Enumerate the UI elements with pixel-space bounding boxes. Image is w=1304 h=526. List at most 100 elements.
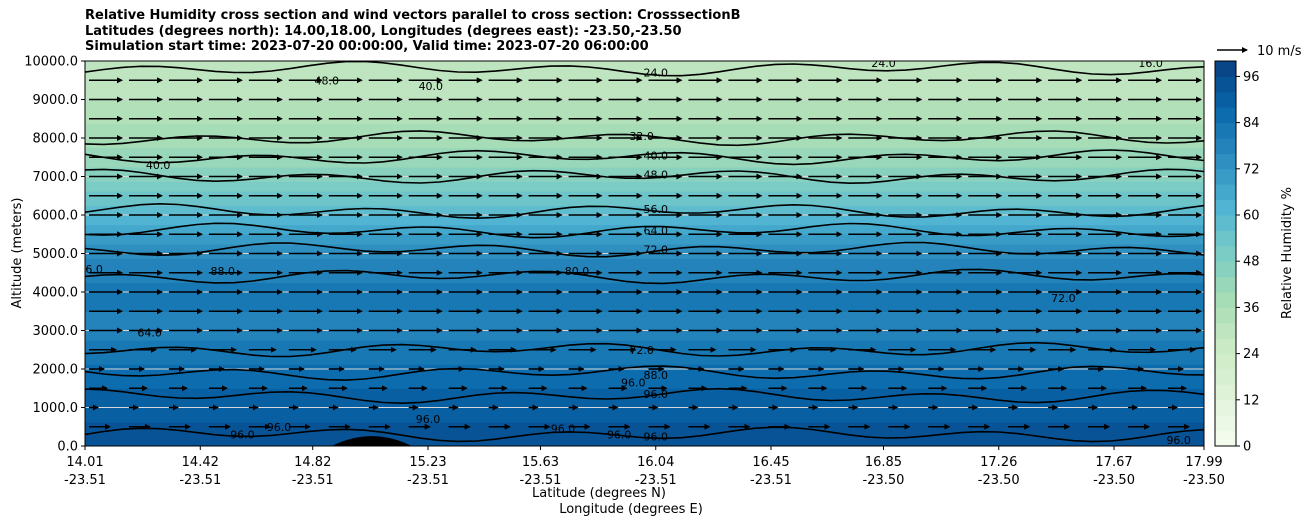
x-tick-label-lon: -23.50 — [1183, 473, 1225, 488]
terrain-peak — [331, 436, 412, 446]
humidity-band — [85, 282, 1204, 288]
colorbar-segment — [1215, 138, 1236, 154]
x-axis: 14.01 -23.51 14.42 -23.51 14.82 -23.51 15.23 -2… — [64, 446, 1225, 488]
humidity-band — [85, 224, 1204, 231]
humidity-band — [85, 263, 1204, 269]
humidity-band — [85, 292, 1204, 298]
humidity-band — [85, 349, 1204, 356]
colorbar-segment — [1215, 384, 1236, 401]
contour-label: 96.0 — [621, 376, 646, 389]
humidity-band — [85, 287, 1204, 293]
humidity-band — [85, 378, 1204, 385]
humidity-band — [85, 75, 1204, 81]
contour-line — [85, 130, 1204, 147]
humidity-band — [85, 359, 1204, 365]
contour-label: 40.0 — [146, 159, 171, 172]
x-tick-label-lat: 14.82 — [294, 455, 331, 470]
contour-label: 72.0 — [643, 244, 668, 257]
humidity-band — [85, 412, 1204, 418]
contour-line — [85, 149, 1204, 166]
colorbar-segment — [1215, 322, 1236, 339]
colorbar-tick-label: 84 — [1243, 116, 1260, 131]
humidity-band — [85, 407, 1204, 413]
humidity-band — [85, 421, 1204, 428]
colorbar-segment — [1215, 230, 1236, 247]
colorbar-segment — [1215, 276, 1236, 293]
colorbar-segment — [1215, 76, 1236, 93]
humidity-band — [85, 243, 1204, 250]
humidity-band — [85, 325, 1204, 332]
contour-line — [85, 61, 1204, 77]
title-line-1: Relative Humidity cross section and wind… — [85, 8, 741, 23]
contour-label: 96.0 — [1166, 434, 1191, 447]
x-tick-label-lat: 14.42 — [182, 455, 219, 470]
humidity-band — [85, 354, 1204, 360]
humidity-band — [85, 190, 1204, 197]
humidity-band — [85, 258, 1204, 264]
y-axis-label: Altitude (meters) — [10, 198, 25, 309]
humidity-band — [85, 138, 1204, 144]
contour-label: 56.0 — [643, 203, 668, 216]
colorbar-segment — [1215, 307, 1236, 324]
humidity-band — [85, 426, 1204, 433]
contour-label: 96.0 — [607, 428, 632, 441]
quiver-key-label: 10 m/s — [1257, 44, 1302, 59]
contour-label: 40.0 — [643, 149, 668, 162]
humidity-band — [85, 388, 1204, 394]
x-axis-label-lat: Latitude (degrees N) — [532, 486, 666, 501]
colorbar-segment — [1215, 415, 1236, 432]
humidity-band — [85, 253, 1204, 259]
x-tick-label-lon: -23.51 — [292, 473, 334, 488]
humidity-band — [85, 296, 1204, 303]
humidity-band — [85, 166, 1204, 173]
contour-label: 48.0 — [315, 74, 340, 87]
colorbar-segment — [1215, 430, 1236, 447]
colorbar-tick-label: 24 — [1243, 347, 1260, 362]
humidity-band — [85, 89, 1204, 96]
chart-title: Relative Humidity cross section and wind… — [85, 8, 741, 55]
x-axis-label-lon: Longitude (degrees E) — [559, 502, 703, 517]
x-tick-label-lon: -23.50 — [863, 473, 905, 488]
humidity-band — [85, 181, 1204, 187]
colorbar-segment — [1215, 399, 1236, 416]
x-tick-label-lat: 15.63 — [522, 455, 559, 470]
x-tick-label-lat: 16.45 — [752, 455, 789, 470]
colorbar-segment — [1215, 338, 1236, 355]
humidity-band — [85, 219, 1204, 226]
humidity-band — [85, 142, 1204, 149]
y-axis: 0.0 1000.0 2000.0 3000.0 4000.0 5000.0 6000.0 7… — [24, 55, 85, 455]
colorbar-segment — [1215, 107, 1236, 124]
humidity-band — [85, 176, 1204, 182]
humidity-band — [85, 320, 1204, 327]
colorbar-segment — [1215, 61, 1236, 77]
colorbar-segment — [1215, 353, 1236, 370]
contour-label: 64.0 — [643, 224, 668, 237]
humidity-band — [85, 301, 1204, 308]
humidity-band — [85, 330, 1204, 336]
humidity-band — [85, 397, 1204, 404]
contour-line — [85, 341, 1204, 358]
humidity-band — [85, 306, 1204, 312]
contour-label: 96.0 — [416, 413, 441, 426]
humidity-band — [85, 61, 1204, 67]
humidity-band — [85, 383, 1204, 389]
x-tick-label-lon: -23.51 — [407, 473, 449, 488]
contour-label: 48.0 — [643, 169, 668, 182]
humidity-band — [85, 128, 1204, 134]
colorbar-tick-label: 0 — [1243, 440, 1251, 455]
colorbar-segment — [1215, 215, 1236, 231]
humidity-band — [85, 417, 1204, 423]
y-tick-label: 3000.0 — [33, 324, 79, 339]
contour-line — [85, 387, 1204, 405]
contour-label: 96.0 — [643, 430, 668, 443]
colorbar-segment — [1215, 91, 1236, 108]
colorbar-segment — [1215, 153, 1236, 170]
humidity-band — [85, 239, 1204, 245]
humidity-band — [85, 195, 1204, 202]
humidity-band — [85, 65, 1204, 72]
colorbar-tick-label: 36 — [1243, 301, 1260, 316]
contour-label: 16.0 — [1138, 57, 1163, 70]
x-tick-label-lon: -23.51 — [750, 473, 792, 488]
contour-label: 88.0 — [643, 369, 668, 382]
humidity-band — [85, 340, 1204, 346]
